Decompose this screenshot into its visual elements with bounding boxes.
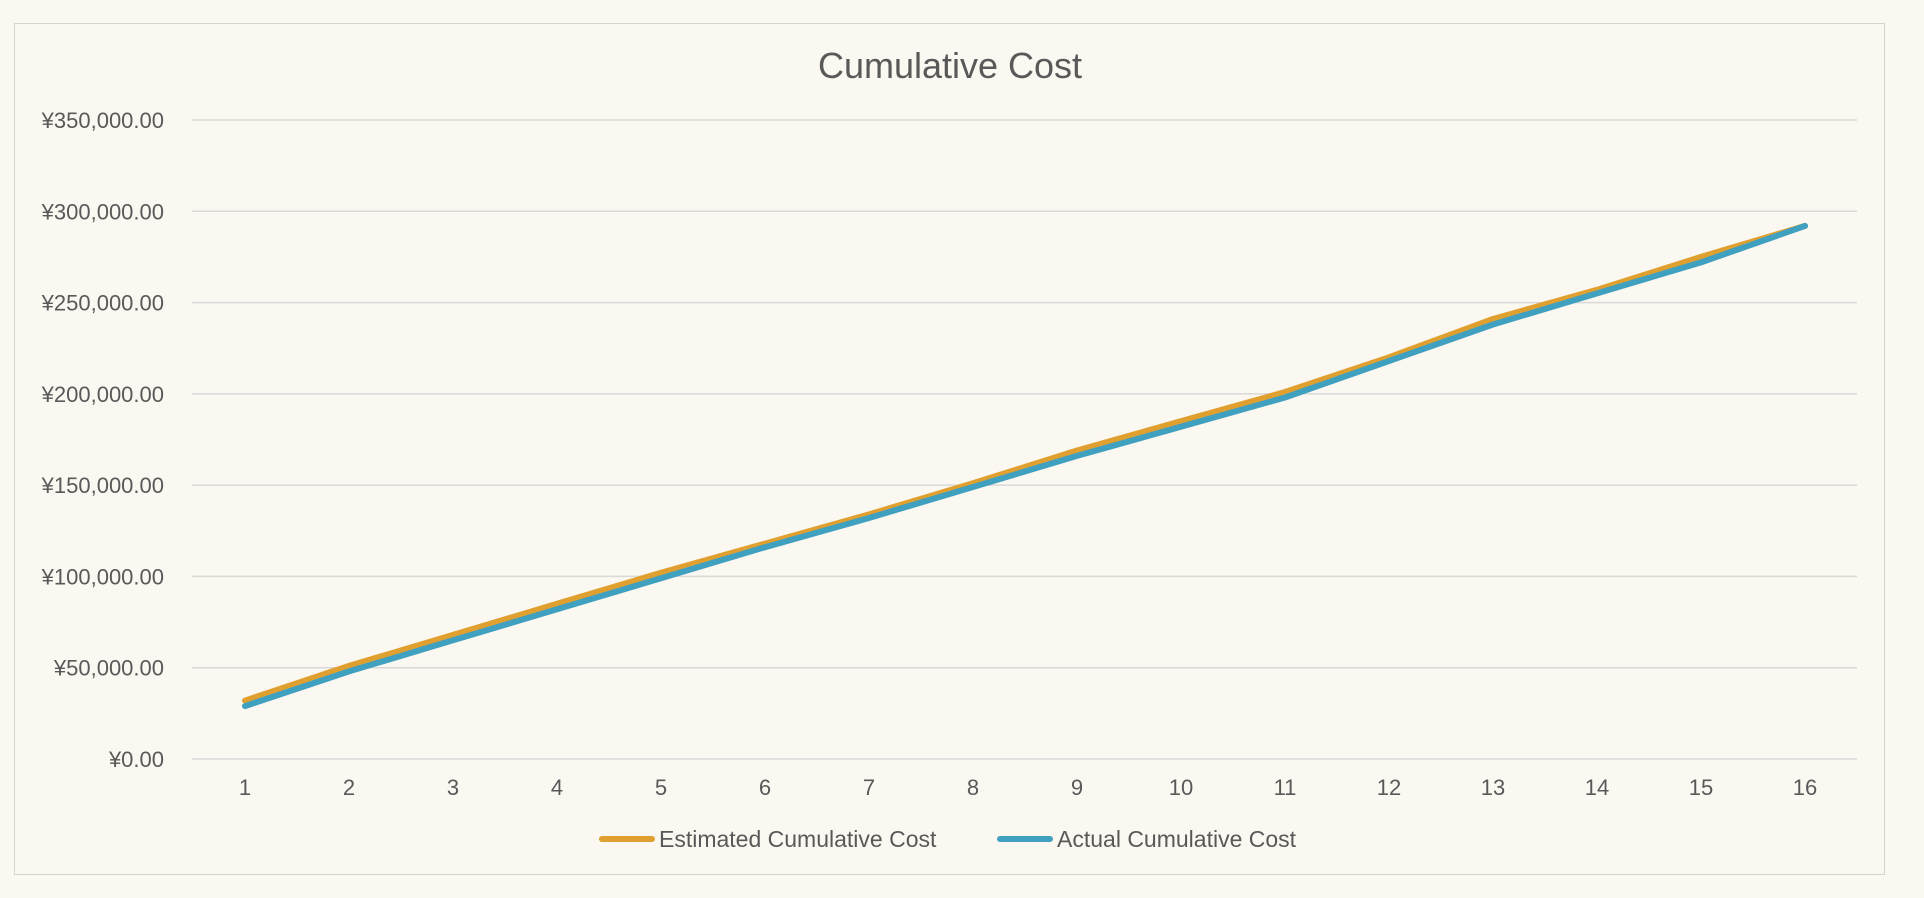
series-line-actual xyxy=(242,222,1808,710)
x-tick-label: 12 xyxy=(1377,775,1401,800)
y-tick-label: ¥200,000.00 xyxy=(41,382,164,407)
x-tick-label: 2 xyxy=(343,775,355,800)
x-tick-label: 15 xyxy=(1689,775,1713,800)
y-tick-label: ¥0.00 xyxy=(108,747,164,772)
y-tick-label: ¥100,000.00 xyxy=(41,564,164,589)
x-axis-tick-labels: 1 2 3 4 5 6 7 8 9 10 11 12 13 14 15 16 xyxy=(239,775,1817,800)
x-tick-label: 5 xyxy=(655,775,667,800)
gridlines xyxy=(192,119,1857,760)
y-tick-label: ¥50,000.00 xyxy=(53,656,164,681)
legend-label: Actual Cumulative Cost xyxy=(1057,826,1297,852)
x-tick-label: 13 xyxy=(1481,775,1505,800)
legend-label: Estimated Cumulative Cost xyxy=(659,826,937,852)
x-tick-label: 4 xyxy=(551,775,563,800)
x-tick-label: 1 xyxy=(239,775,251,800)
x-tick-label: 11 xyxy=(1274,775,1297,800)
chart-title: Cumulative Cost xyxy=(818,45,1082,86)
chart-area xyxy=(14,23,1885,875)
y-axis-tick-labels: ¥0.00 ¥50,000.00 ¥100,000.00 ¥150,000.00 ¥20… xyxy=(41,108,164,772)
legend: Estimated Cumulative Cost Actual Cumulati… xyxy=(599,826,1297,852)
x-tick-label: 10 xyxy=(1169,775,1193,800)
y-tick-label: ¥350,000.00 xyxy=(41,108,164,133)
x-tick-label: 9 xyxy=(1071,775,1083,800)
x-tick-label: 14 xyxy=(1585,775,1609,800)
x-tick-label: 3 xyxy=(447,775,459,800)
y-tick-label: ¥150,000.00 xyxy=(41,473,164,498)
x-tick-label: 8 xyxy=(967,775,979,800)
y-tick-label: ¥300,000.00 xyxy=(41,199,164,224)
x-tick-label: 7 xyxy=(863,775,875,800)
x-tick-label: 6 xyxy=(759,775,771,800)
series-line-estimated xyxy=(242,222,1808,704)
y-tick-label: ¥250,000.00 xyxy=(41,291,164,316)
series-lines xyxy=(242,222,1808,710)
x-tick-label: 16 xyxy=(1793,775,1817,800)
